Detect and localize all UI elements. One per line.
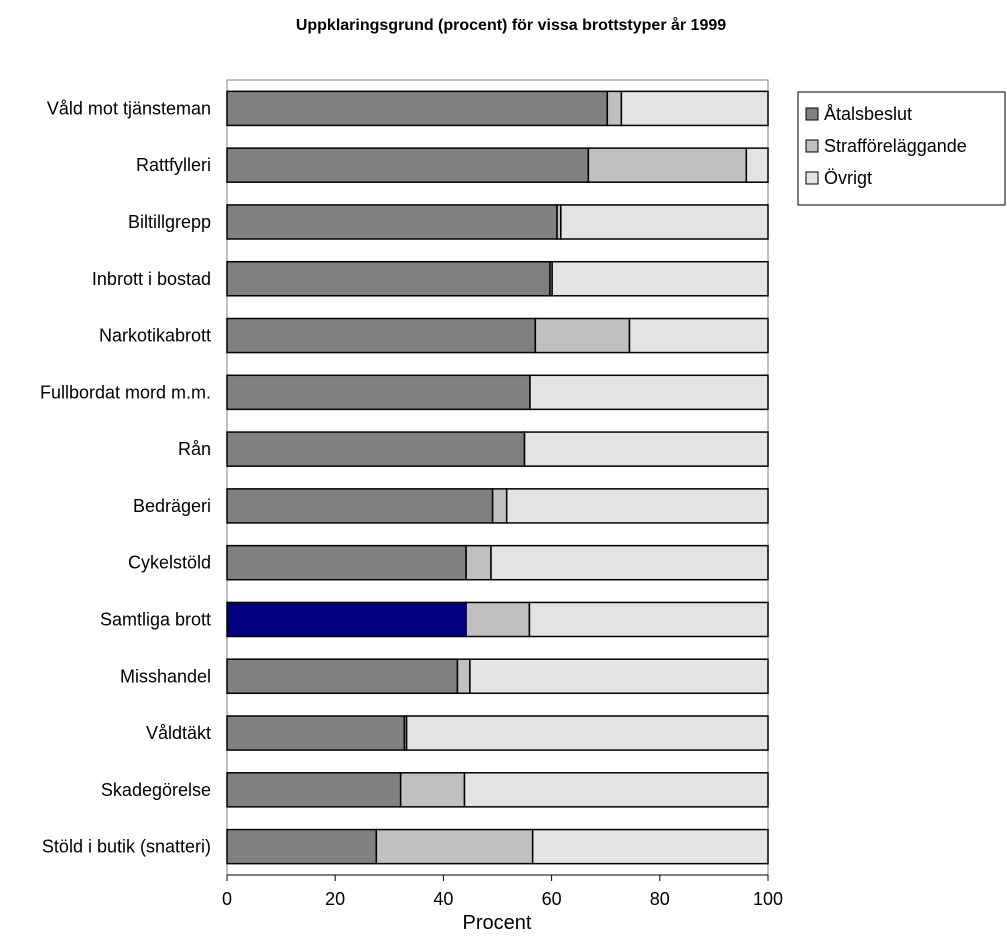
bar-segment bbox=[227, 489, 493, 523]
bar-segment bbox=[530, 375, 768, 409]
category-label: Stöld i butik (snatteri) bbox=[42, 837, 211, 857]
category-label: Cykelstöld bbox=[128, 553, 211, 573]
bar-segment bbox=[227, 546, 466, 580]
category-label: Fullbordat mord m.m. bbox=[40, 382, 211, 402]
bar-segment bbox=[535, 319, 629, 353]
category-label: Skadegörelse bbox=[101, 780, 211, 800]
bar-segment bbox=[529, 602, 768, 636]
legend-swatch bbox=[806, 140, 818, 152]
legend-label: Övrigt bbox=[824, 168, 872, 188]
bar-segment bbox=[227, 91, 607, 125]
bar-segment bbox=[491, 546, 768, 580]
category-label: Rattfylleri bbox=[136, 155, 211, 175]
bar-segment bbox=[493, 489, 507, 523]
x-tick-label: 80 bbox=[650, 889, 670, 909]
x-axis-ticks: 0 20 40 60 80 100 bbox=[222, 875, 783, 909]
x-axis-title: Procent bbox=[463, 912, 532, 934]
category-label: Narkotikabrott bbox=[99, 326, 211, 346]
bar-segment bbox=[407, 716, 768, 750]
category-label: Rån bbox=[178, 439, 211, 459]
bar-segment bbox=[227, 205, 557, 239]
category-label: Våld mot tjänsteman bbox=[47, 98, 211, 118]
bar-segment bbox=[227, 432, 525, 466]
x-tick-label: 60 bbox=[542, 889, 562, 909]
bar-segment bbox=[227, 319, 535, 353]
legend-label: Åtalsbeslut bbox=[824, 104, 912, 124]
bar-segment bbox=[525, 432, 768, 466]
bar-segment bbox=[376, 830, 532, 864]
category-label: Biltillgrepp bbox=[128, 212, 211, 232]
bar-segment bbox=[466, 546, 491, 580]
category-label: Samtliga brott bbox=[100, 609, 211, 629]
bar-segment bbox=[465, 773, 769, 807]
bar-segment bbox=[588, 148, 746, 182]
bar-segment bbox=[552, 262, 768, 296]
bar-segment bbox=[457, 659, 469, 693]
bar-segment bbox=[227, 602, 466, 636]
bar-segment bbox=[561, 205, 768, 239]
bar-segment bbox=[621, 91, 768, 125]
chart-title: Uppklaringsgrund (procent) för vissa bro… bbox=[296, 16, 726, 34]
bar-segment bbox=[401, 773, 465, 807]
bar-segment bbox=[227, 716, 404, 750]
category-label: Inbrott i bostad bbox=[92, 269, 211, 289]
bar-segment bbox=[227, 148, 588, 182]
bar-segment bbox=[227, 830, 376, 864]
category-label: Våldtäkt bbox=[146, 723, 211, 743]
legend-swatch bbox=[806, 108, 818, 120]
bar-segment bbox=[466, 602, 529, 636]
x-tick-label: 20 bbox=[325, 889, 345, 909]
bar-segment bbox=[630, 319, 769, 353]
x-tick-label: 100 bbox=[753, 889, 783, 909]
plot-frame bbox=[227, 80, 768, 875]
legend: Åtalsbeslut Strafföreläggande Övrigt bbox=[798, 92, 1005, 205]
x-tick-label: 40 bbox=[433, 889, 453, 909]
bar-segment bbox=[533, 830, 768, 864]
legend-swatch bbox=[806, 172, 818, 184]
category-label: Misshandel bbox=[120, 666, 211, 686]
x-tick-label: 0 bbox=[222, 889, 232, 909]
legend-label: Strafföreläggande bbox=[824, 136, 967, 156]
bar-segment bbox=[227, 773, 401, 807]
bar-segment bbox=[227, 659, 457, 693]
category-labels: Våld mot tjänsteman Rattfylleri Biltillgre… bbox=[40, 98, 211, 856]
bar-segment bbox=[227, 375, 530, 409]
bar-segment bbox=[227, 262, 550, 296]
bar-segment bbox=[470, 659, 768, 693]
bar-segment bbox=[607, 91, 621, 125]
category-label: Bedrägeri bbox=[133, 496, 211, 516]
bar-segment bbox=[746, 148, 768, 182]
bar-segment bbox=[507, 489, 768, 523]
